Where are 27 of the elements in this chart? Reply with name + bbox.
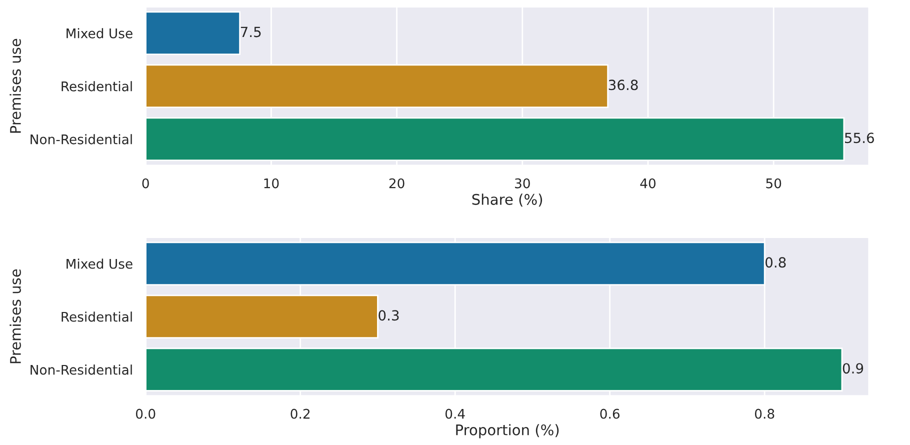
data-label: 0.3 <box>378 310 399 321</box>
x-tick-label: 0.0 <box>136 408 156 419</box>
x-tick-label: 0 <box>142 178 149 188</box>
data-label: 36.8 <box>608 80 638 90</box>
y-axis-title: Premises use <box>10 269 21 364</box>
x-tick-label: 50 <box>766 178 782 188</box>
x-tick-label: 10 <box>264 178 279 188</box>
y-axis-title: Premises use <box>10 38 21 133</box>
data-label: 7.5 <box>240 26 261 38</box>
y-tick-label: Mixed Use <box>66 258 132 269</box>
x-axis-title: Proportion (%) <box>456 424 559 438</box>
data-label: 0.9 <box>842 363 864 374</box>
y-tick-label: Non-Residential <box>30 364 132 375</box>
data-label: 55.6 <box>845 132 874 144</box>
data-label: 0.8 <box>766 257 786 268</box>
x-tick-label: 0.6 <box>600 408 620 419</box>
y-tick-label: Residential <box>62 312 132 322</box>
x-tick-label: 20 <box>389 178 404 188</box>
x-tick-label: 40 <box>640 178 656 188</box>
y-tick-label: Non-Residential <box>30 134 132 144</box>
x-tick-label: 0.4 <box>445 408 465 419</box>
x-tick-label: 0.8 <box>754 408 774 419</box>
x-tick-label: 0.2 <box>290 408 310 419</box>
x-axis-title: Share (%) <box>472 194 542 207</box>
y-tick-label: Residential <box>62 81 132 92</box>
y-tick-label: Mixed Use <box>66 28 132 38</box>
x-tick-label: 30 <box>515 178 530 188</box>
